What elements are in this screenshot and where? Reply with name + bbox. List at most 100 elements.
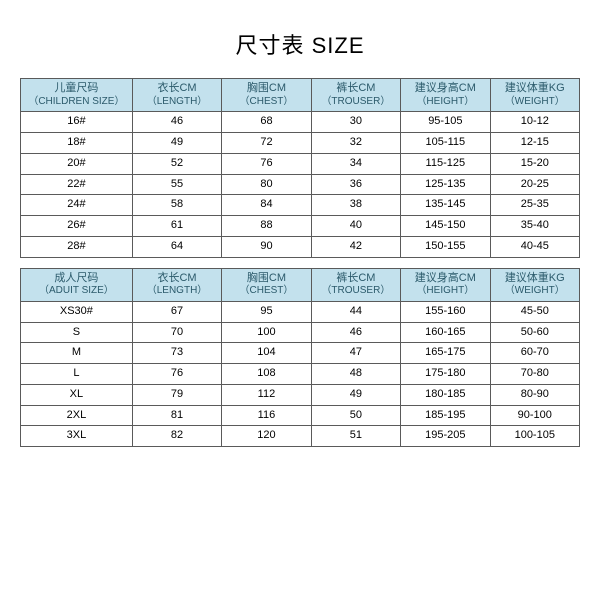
table-cell: 42 [311, 236, 400, 257]
table-cell: 30 [311, 112, 400, 133]
table-cell: 15-20 [490, 153, 579, 174]
table-cell: 165-175 [401, 343, 490, 364]
table-row: XS30#679544155-16045-50 [21, 301, 580, 322]
col-header: 建议身高CM（HEIGHT） [401, 79, 490, 112]
table-cell: 145-150 [401, 216, 490, 237]
table-cell: 70-80 [490, 364, 579, 385]
table-cell: 10-12 [490, 112, 579, 133]
table-cell: 3XL [21, 426, 133, 447]
table-cell: 46 [132, 112, 221, 133]
table-cell: 80 [222, 174, 311, 195]
table-row: S7010046160-16550-60 [21, 322, 580, 343]
table-cell: 72 [222, 133, 311, 154]
table-cell: 108 [222, 364, 311, 385]
table-cell: 36 [311, 174, 400, 195]
table-cell: 34 [311, 153, 400, 174]
table-cell: 38 [311, 195, 400, 216]
table-cell: 61 [132, 216, 221, 237]
table-cell: 50 [311, 405, 400, 426]
table-header-row: 儿童尺码（CHILDREN SIZE） 衣长CM（LENGTH） 胸围CM（CH… [21, 79, 580, 112]
table-cell: 51 [311, 426, 400, 447]
table-cell: 125-135 [401, 174, 490, 195]
table-row: 3XL8212051195-205100-105 [21, 426, 580, 447]
table-cell: 90-100 [490, 405, 579, 426]
table-row: L7610848175-18070-80 [21, 364, 580, 385]
table-row: 18#497232105-11512-15 [21, 133, 580, 154]
table-cell: 60-70 [490, 343, 579, 364]
table-cell: L [21, 364, 133, 385]
table-cell: 105-115 [401, 133, 490, 154]
table-cell: 80-90 [490, 384, 579, 405]
table-header-row: 成人尺码（ADUIT SIZE） 衣长CM（LENGTH） 胸围CM（CHEST… [21, 268, 580, 301]
table-cell: 46 [311, 322, 400, 343]
table-cell: 12-15 [490, 133, 579, 154]
table-cell: 16# [21, 112, 133, 133]
table-cell: 84 [222, 195, 311, 216]
table-cell: 88 [222, 216, 311, 237]
table-cell: 40 [311, 216, 400, 237]
table-cell: 82 [132, 426, 221, 447]
table-cell: 2XL [21, 405, 133, 426]
table-cell: XL [21, 384, 133, 405]
table-cell: 76 [222, 153, 311, 174]
table-row: 16#46683095-10510-12 [21, 112, 580, 133]
table-cell: 52 [132, 153, 221, 174]
table-row: 24#588438135-14525-35 [21, 195, 580, 216]
table-cell: 104 [222, 343, 311, 364]
table-cell: 155-160 [401, 301, 490, 322]
table-cell: 95-105 [401, 112, 490, 133]
table-cell: 160-165 [401, 322, 490, 343]
table-cell: 115-125 [401, 153, 490, 174]
table-cell: 44 [311, 301, 400, 322]
table-cell: 195-205 [401, 426, 490, 447]
table-cell: 25-35 [490, 195, 579, 216]
col-header: 裤长CM（TROUSER） [311, 79, 400, 112]
table-cell: 49 [132, 133, 221, 154]
table-cell: 24# [21, 195, 133, 216]
table-cell: 150-155 [401, 236, 490, 257]
table-cell: 50-60 [490, 322, 579, 343]
page-title: 尺寸表 SIZE [235, 28, 364, 60]
table-cell: 49 [311, 384, 400, 405]
table-cell: 67 [132, 301, 221, 322]
col-header: 建议身高CM（HEIGHT） [401, 268, 490, 301]
table-cell: 90 [222, 236, 311, 257]
table-row: 28#649042150-15540-45 [21, 236, 580, 257]
table-cell: 28# [21, 236, 133, 257]
children-tbody: 16#46683095-10510-1218#497232105-11512-1… [21, 112, 580, 257]
col-header: 建议体重KG（WEIGHT） [490, 268, 579, 301]
table-row: XL7911249180-18580-90 [21, 384, 580, 405]
table-cell: 35-40 [490, 216, 579, 237]
children-size-table: 儿童尺码（CHILDREN SIZE） 衣长CM（LENGTH） 胸围CM（CH… [20, 78, 580, 258]
table-cell: 135-145 [401, 195, 490, 216]
table-cell: 22# [21, 174, 133, 195]
table-cell: 32 [311, 133, 400, 154]
table-cell: 112 [222, 384, 311, 405]
table-cell: XS30# [21, 301, 133, 322]
table-cell: M [21, 343, 133, 364]
table-cell: 55 [132, 174, 221, 195]
table-cell: 64 [132, 236, 221, 257]
adult-size-table: 成人尺码（ADUIT SIZE） 衣长CM（LENGTH） 胸围CM（CHEST… [20, 268, 580, 448]
table-cell: 175-180 [401, 364, 490, 385]
col-header: 胸围CM（CHEST） [222, 79, 311, 112]
table-cell: 58 [132, 195, 221, 216]
table-cell: 95 [222, 301, 311, 322]
table-cell: 73 [132, 343, 221, 364]
table-cell: 76 [132, 364, 221, 385]
col-header: 成人尺码（ADUIT SIZE） [21, 268, 133, 301]
table-cell: 120 [222, 426, 311, 447]
table-cell: 48 [311, 364, 400, 385]
table-cell: 40-45 [490, 236, 579, 257]
table-cell: 79 [132, 384, 221, 405]
table-row: 2XL8111650185-19590-100 [21, 405, 580, 426]
table-row: 22#558036125-13520-25 [21, 174, 580, 195]
col-header: 衣长CM（LENGTH） [132, 268, 221, 301]
table-cell: 185-195 [401, 405, 490, 426]
table-cell: 47 [311, 343, 400, 364]
table-cell: 20-25 [490, 174, 579, 195]
table-cell: S [21, 322, 133, 343]
table-cell: 100 [222, 322, 311, 343]
table-cell: 68 [222, 112, 311, 133]
table-row: 26#618840145-15035-40 [21, 216, 580, 237]
